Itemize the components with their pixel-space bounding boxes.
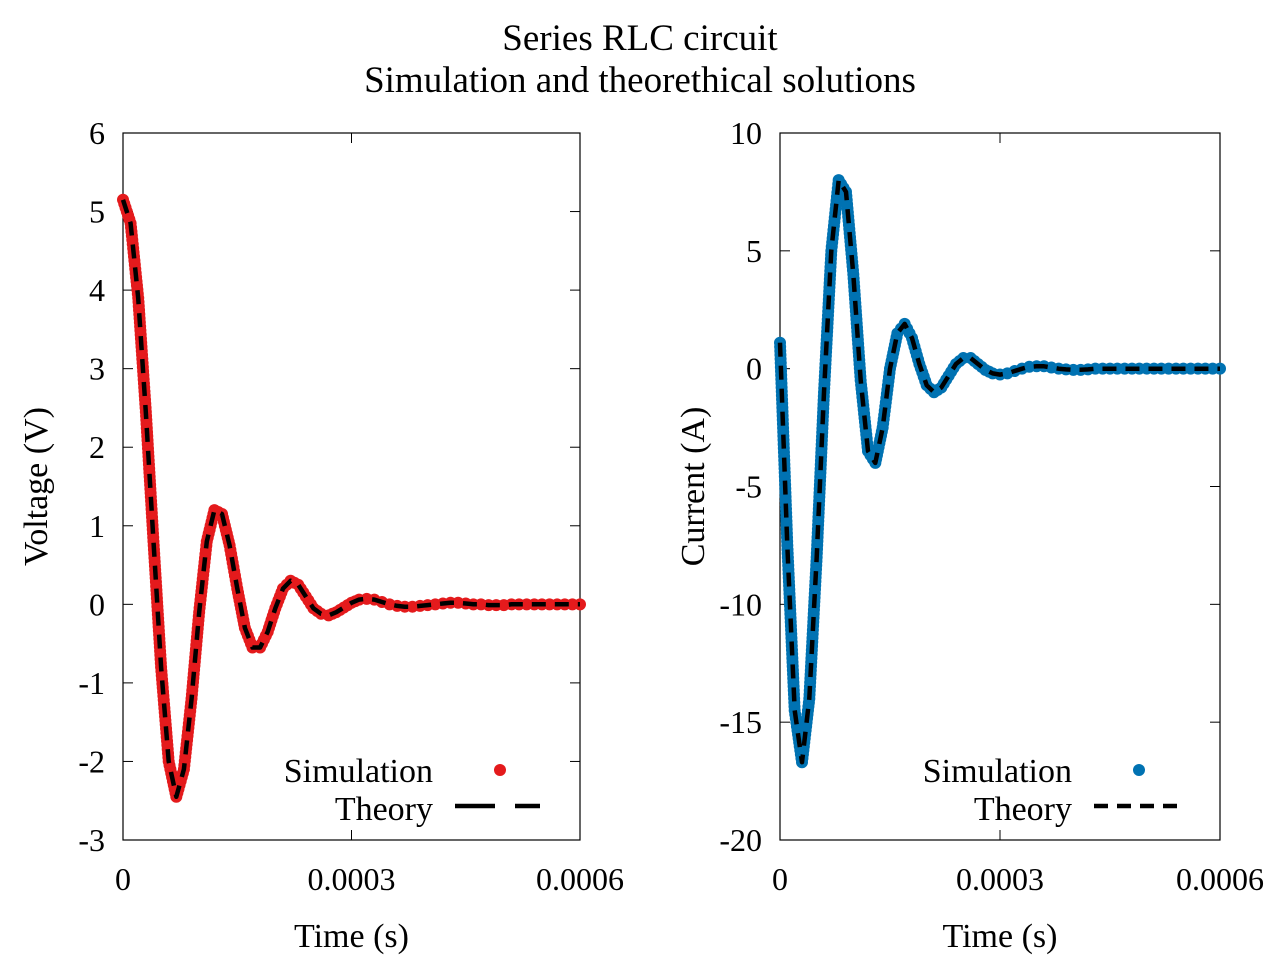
legend-theory-label: Theory (335, 791, 433, 828)
y-tick-label: 4 (89, 272, 105, 308)
y-axis-label: Voltage (V) (18, 407, 55, 566)
theory-line (777, 177, 1220, 765)
y-tick-label: 3 (89, 351, 105, 387)
y-tick-label: 2 (89, 429, 105, 465)
y-axis-label: Current (A) (675, 407, 712, 567)
x-tick-label: 0 (772, 861, 788, 897)
y-tick-label: -1 (78, 665, 105, 701)
x-tick-label: 0 (115, 861, 131, 897)
x-tick-label: 0.0003 (956, 861, 1044, 897)
x-axis-label: Time (s) (943, 918, 1058, 955)
y-tick-label: -20 (719, 822, 762, 858)
legend-simulation-marker (1133, 764, 1145, 776)
x-tick-label: 0.0006 (536, 861, 624, 897)
y-tick-label: 1 (89, 508, 105, 544)
y-tick-label: 0 (746, 351, 762, 387)
y-tick-label: -3 (78, 822, 105, 858)
theory-line (120, 199, 580, 800)
legend-simulation-label: Simulation (923, 753, 1072, 790)
y-tick-label: 5 (746, 233, 762, 269)
y-tick-label: -2 (78, 743, 105, 779)
figure-subtitle: Simulation and theorethical solutions (364, 60, 916, 101)
legend-simulation-marker (494, 764, 506, 776)
x-tick-label: 0.0003 (308, 861, 396, 897)
legend-theory-label: Theory (974, 791, 1072, 828)
figure-title: Series RLC circuit (502, 18, 778, 59)
y-tick-label: 0 (89, 586, 105, 622)
x-tick-label: 0.0006 (1176, 861, 1264, 897)
y-tick-label: 10 (730, 115, 762, 151)
y-tick-label: -15 (719, 704, 762, 740)
x-axis-label: Time (s) (294, 918, 409, 955)
y-tick-label: -5 (735, 469, 762, 505)
y-tick-label: 5 (89, 194, 105, 230)
legend-simulation-label: Simulation (284, 753, 433, 790)
figure-title-block: Series RLC circuit Simulation and theore… (0, 18, 1280, 102)
y-tick-label: -10 (719, 586, 762, 622)
y-tick-label: 6 (89, 115, 105, 151)
